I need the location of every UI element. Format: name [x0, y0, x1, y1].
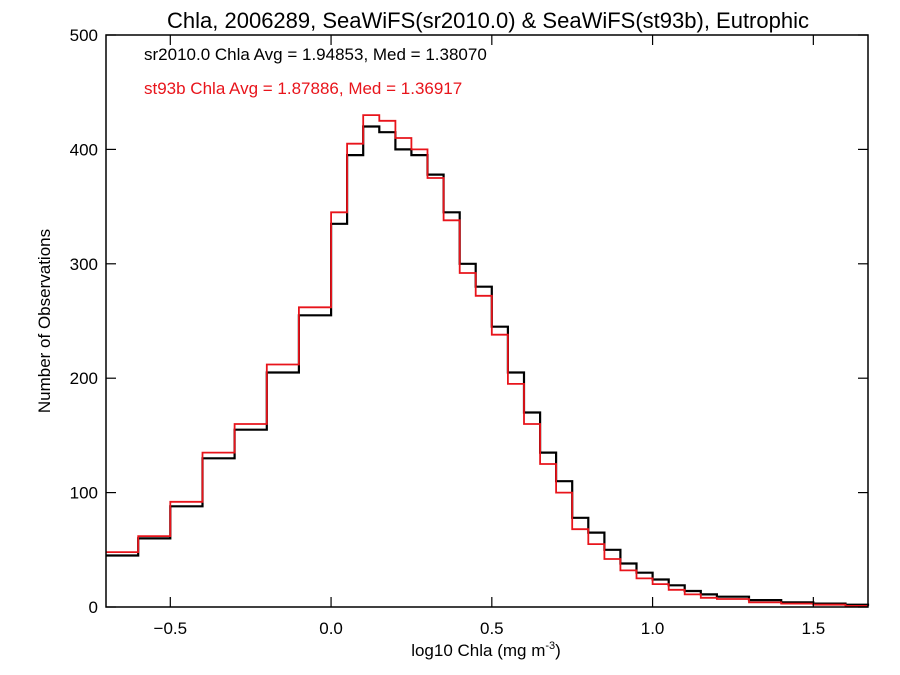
chart-title: Chla, 2006289, SeaWiFS(sr2010.0) & SeaWi… — [167, 8, 809, 33]
annotation-sr2010: sr2010.0 Chla Avg = 1.94853, Med = 1.380… — [144, 45, 487, 64]
x-tick-label: 1.5 — [802, 619, 826, 638]
y-tick-label: 200 — [70, 369, 98, 388]
series-layer — [106, 114, 870, 607]
y-tick-label: 100 — [70, 484, 98, 503]
x-axis-label-end: ) — [555, 641, 561, 660]
series-line-st93b — [106, 114, 868, 607]
x-axis-label-sup: -3 — [545, 640, 555, 652]
annotation-st93b: st93b Chla Avg = 1.87886, Med = 1.36917 — [144, 79, 462, 98]
y-axis: 0 100 200 300 400 500 — [70, 26, 868, 617]
y-tick-label: 300 — [70, 255, 98, 274]
x-axis-label: log10 Chla (mg m-3) — [411, 640, 561, 660]
series-line-sr2010.0 — [106, 125, 870, 606]
x-axis-label-main: log10 Chla (mg m — [411, 641, 545, 660]
x-tick-label: 0.5 — [480, 619, 504, 638]
y-tick-label: 0 — [89, 598, 98, 617]
x-tick-label: 0.0 — [319, 619, 343, 638]
x-tick-label: 1.0 — [641, 619, 665, 638]
y-axis-label: Number of Observations — [35, 229, 54, 413]
y-tick-label: 400 — [70, 140, 98, 159]
plot-area: −0.5 0.0 0.5 1.0 1.5 0 100 200 300 400 500 — [70, 26, 870, 638]
x-axis: −0.5 0.0 0.5 1.0 1.5 — [154, 35, 826, 638]
x-tick-label: −0.5 — [154, 619, 188, 638]
plot-frame — [105, 34, 869, 608]
y-tick-label: 500 — [70, 26, 98, 45]
